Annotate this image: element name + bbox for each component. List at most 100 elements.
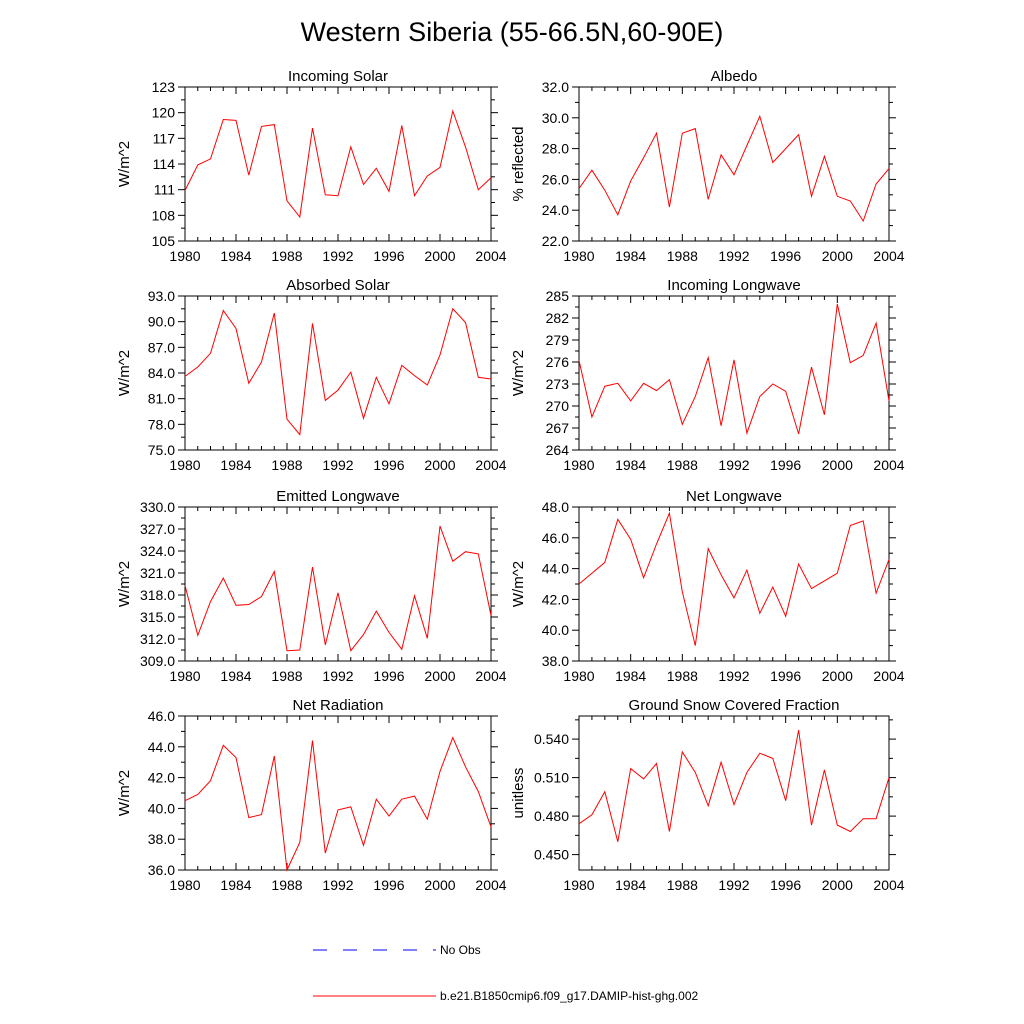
chart-7-title: Ground Snow Covered Fraction xyxy=(629,697,840,714)
chart-4-xtick-label: 2004 xyxy=(475,668,506,684)
chart-1-ytick-label: 26.0 xyxy=(542,171,569,187)
chart-3-xtick-label: 2000 xyxy=(822,457,853,473)
chart-2: Absorbed Solar W/m^2 1980 1984 1988 1992 1996 2… xyxy=(116,277,507,473)
chart-7-ytick-label: 0.510 xyxy=(534,770,569,786)
chart-4-ylabel: W/m^2 xyxy=(116,561,133,607)
chart-7-xtick-label: 1988 xyxy=(667,877,698,893)
chart-2-ytick-label: 93.0 xyxy=(148,288,175,304)
chart-5-xtick-label: 1988 xyxy=(667,668,698,684)
chart-2-ytick-label: 81.0 xyxy=(148,391,175,407)
chart-6-xtick-label: 1988 xyxy=(271,877,302,893)
chart-2-ytick-label: 78.0 xyxy=(148,416,175,432)
chart-1-xtick-label: 1984 xyxy=(615,248,646,264)
chart-4-ytick-label: 324.0 xyxy=(140,543,175,559)
chart-2-frame xyxy=(184,295,492,451)
chart-0-frame xyxy=(184,86,492,242)
chart-7-xtick-label: 1984 xyxy=(615,877,646,893)
chart-5-title: Net Longwave xyxy=(686,488,782,505)
chart-0-ylabel: W/m^2 xyxy=(116,141,133,187)
chart-1-xtick-label: 2004 xyxy=(873,248,904,264)
chart-5-ytick-label: 42.0 xyxy=(542,591,569,607)
chart-5: Net Longwave W/m^2 1980 1984 1988 1992 1996 200… xyxy=(510,488,905,684)
chart-1-xtick-label: 1992 xyxy=(718,248,749,264)
chart-3-ytick-label: 273 xyxy=(546,376,570,392)
chart-2-xtick-label: 1984 xyxy=(220,457,251,473)
chart-0-ytick-label: 114 xyxy=(153,156,176,172)
chart-0-ytick-label: 105 xyxy=(152,233,176,249)
chart-1-ytick-label: 32.0 xyxy=(542,79,569,95)
figure-title: Western Siberia (55-66.5N,60-90E) xyxy=(301,17,724,47)
chart-3-ytick-label: 279 xyxy=(546,332,570,348)
chart-1-xtick-label: 1988 xyxy=(667,248,698,264)
chart-5-ytick-label: 46.0 xyxy=(542,530,569,546)
chart-0-series-line-0 xyxy=(184,109,492,219)
chart-0-xtick-label: 1992 xyxy=(322,248,353,264)
chart-4-xtick-label: 1988 xyxy=(271,668,302,684)
chart-4-frame xyxy=(184,506,492,662)
chart-2-xtick-label: 1996 xyxy=(373,457,404,473)
chart-3: Incoming Longwave W/m^2 1980 1984 1988 1992 19… xyxy=(510,277,905,473)
chart-1-xtick-label: 1980 xyxy=(563,248,594,264)
chart-7-xtick-label: 1992 xyxy=(718,877,749,893)
chart-5-ytick-label: 38.0 xyxy=(542,653,569,669)
chart-4-ytick-label: 309.0 xyxy=(140,653,175,669)
chart-1: Albedo % reflected 1980 1984 1988 1992 1996 200… xyxy=(510,68,905,264)
chart-3-ytick-label: 264 xyxy=(546,442,570,458)
chart-0-xtick-label: 2004 xyxy=(475,248,506,264)
chart-3-title: Incoming Longwave xyxy=(667,277,800,294)
chart-5-xtick-label: 1992 xyxy=(718,668,749,684)
chart-0-ytick-label: 111 xyxy=(154,182,175,198)
chart-5-xtick-label: 1980 xyxy=(563,668,594,684)
chart-7-ytick-label: 0.540 xyxy=(534,731,569,747)
chart-5-ytick-label: 40.0 xyxy=(542,622,569,638)
chart-2-ylabel: W/m^2 xyxy=(116,350,133,396)
chart-5-xtick-label: 1996 xyxy=(770,668,801,684)
chart-4-xtick-label: 1996 xyxy=(373,668,404,684)
chart-0-xtick-label: 1988 xyxy=(271,248,302,264)
chart-4-xtick-label: 1980 xyxy=(169,668,200,684)
chart-7-ytick-label: 0.480 xyxy=(534,808,569,824)
chart-3-frame xyxy=(578,295,890,451)
chart-6-xtick-label: 1984 xyxy=(220,877,251,893)
chart-1-ytick-label: 22.0 xyxy=(542,233,569,249)
chart-2-xtick-label: 1992 xyxy=(322,457,353,473)
chart-3-ylabel: W/m^2 xyxy=(510,350,527,396)
chart-7-xtick-label: 2004 xyxy=(873,877,904,893)
chart-3-ytick-label: 270 xyxy=(546,398,570,414)
chart-5-xtick-label: 2000 xyxy=(822,668,853,684)
chart-5-series-line-0 xyxy=(578,511,890,646)
chart-6-ytick-label: 40.0 xyxy=(148,800,175,816)
chart-7-ytick-label: 0.450 xyxy=(534,847,569,863)
chart-7-frame xyxy=(578,715,890,871)
chart-4-ytick-label: 318.0 xyxy=(140,587,175,603)
chart-6-ytick-label: 38.0 xyxy=(148,831,175,847)
chart-6-frame xyxy=(184,715,492,871)
chart-3-xtick-label: 1984 xyxy=(615,457,646,473)
chart-3-ytick-label: 267 xyxy=(546,420,570,436)
chart-6-xtick-label: 2004 xyxy=(475,877,506,893)
chart-4-ytick-label: 315.0 xyxy=(140,609,175,625)
chart-6: Net Radiation W/m^2 1980 1984 1988 1992 1996 20… xyxy=(116,697,507,893)
chart-1-ytick-label: 24.0 xyxy=(542,202,569,218)
chart-3-ytick-label: 285 xyxy=(546,288,570,304)
chart-0: Incoming Solar W/m^2 1980 1984 1988 1992 1996 2… xyxy=(116,68,507,264)
chart-3-ytick-label: 282 xyxy=(546,310,570,326)
chart-6-xtick-label: 1980 xyxy=(169,877,200,893)
chart-4-ytick-label: 327.0 xyxy=(140,521,175,537)
chart-7-series-line-0 xyxy=(578,730,890,842)
chart-2-xtick-label: 2004 xyxy=(475,457,506,473)
chart-0-xtick-label: 1980 xyxy=(169,248,200,264)
chart-4-xtick-label: 1992 xyxy=(322,668,353,684)
chart-0-ytick-label: 108 xyxy=(152,207,176,223)
chart-6-title: Net Radiation xyxy=(293,697,384,714)
chart-7-xtick-label: 2000 xyxy=(822,877,853,893)
chart-1-xtick-label: 2000 xyxy=(822,248,853,264)
chart-3-xtick-label: 1992 xyxy=(718,457,749,473)
chart-3-xtick-label: 2004 xyxy=(873,457,904,473)
chart-4: Emitted Longwave W/m^2 1980 1984 1988 1992 199… xyxy=(116,488,507,684)
chart-5-ylabel: W/m^2 xyxy=(510,561,527,607)
chart-2-title: Absorbed Solar xyxy=(286,277,389,294)
chart-4-series-line-0 xyxy=(184,525,492,652)
chart-0-ytick-label: 120 xyxy=(152,105,176,121)
